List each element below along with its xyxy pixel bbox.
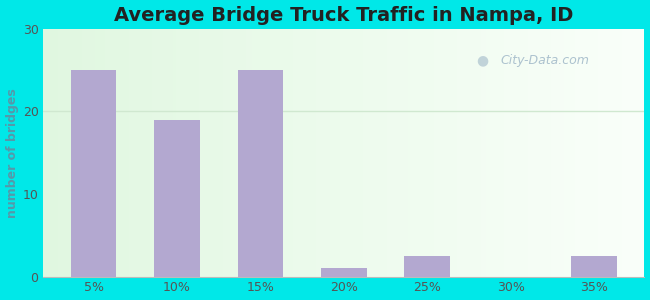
Bar (571, 256, 618, 277)
Title: Average Bridge Truck Traffic in Nampa, ID: Average Bridge Truck Traffic in Nampa, I… (114, 6, 574, 25)
Bar (71, 70, 116, 277)
Text: ●: ● (476, 54, 488, 68)
Bar (154, 120, 200, 277)
Bar (237, 70, 283, 277)
Bar (404, 256, 450, 277)
Text: City-Data.com: City-Data.com (500, 54, 589, 67)
Y-axis label: number of bridges: number of bridges (6, 88, 19, 218)
Bar (321, 268, 367, 277)
